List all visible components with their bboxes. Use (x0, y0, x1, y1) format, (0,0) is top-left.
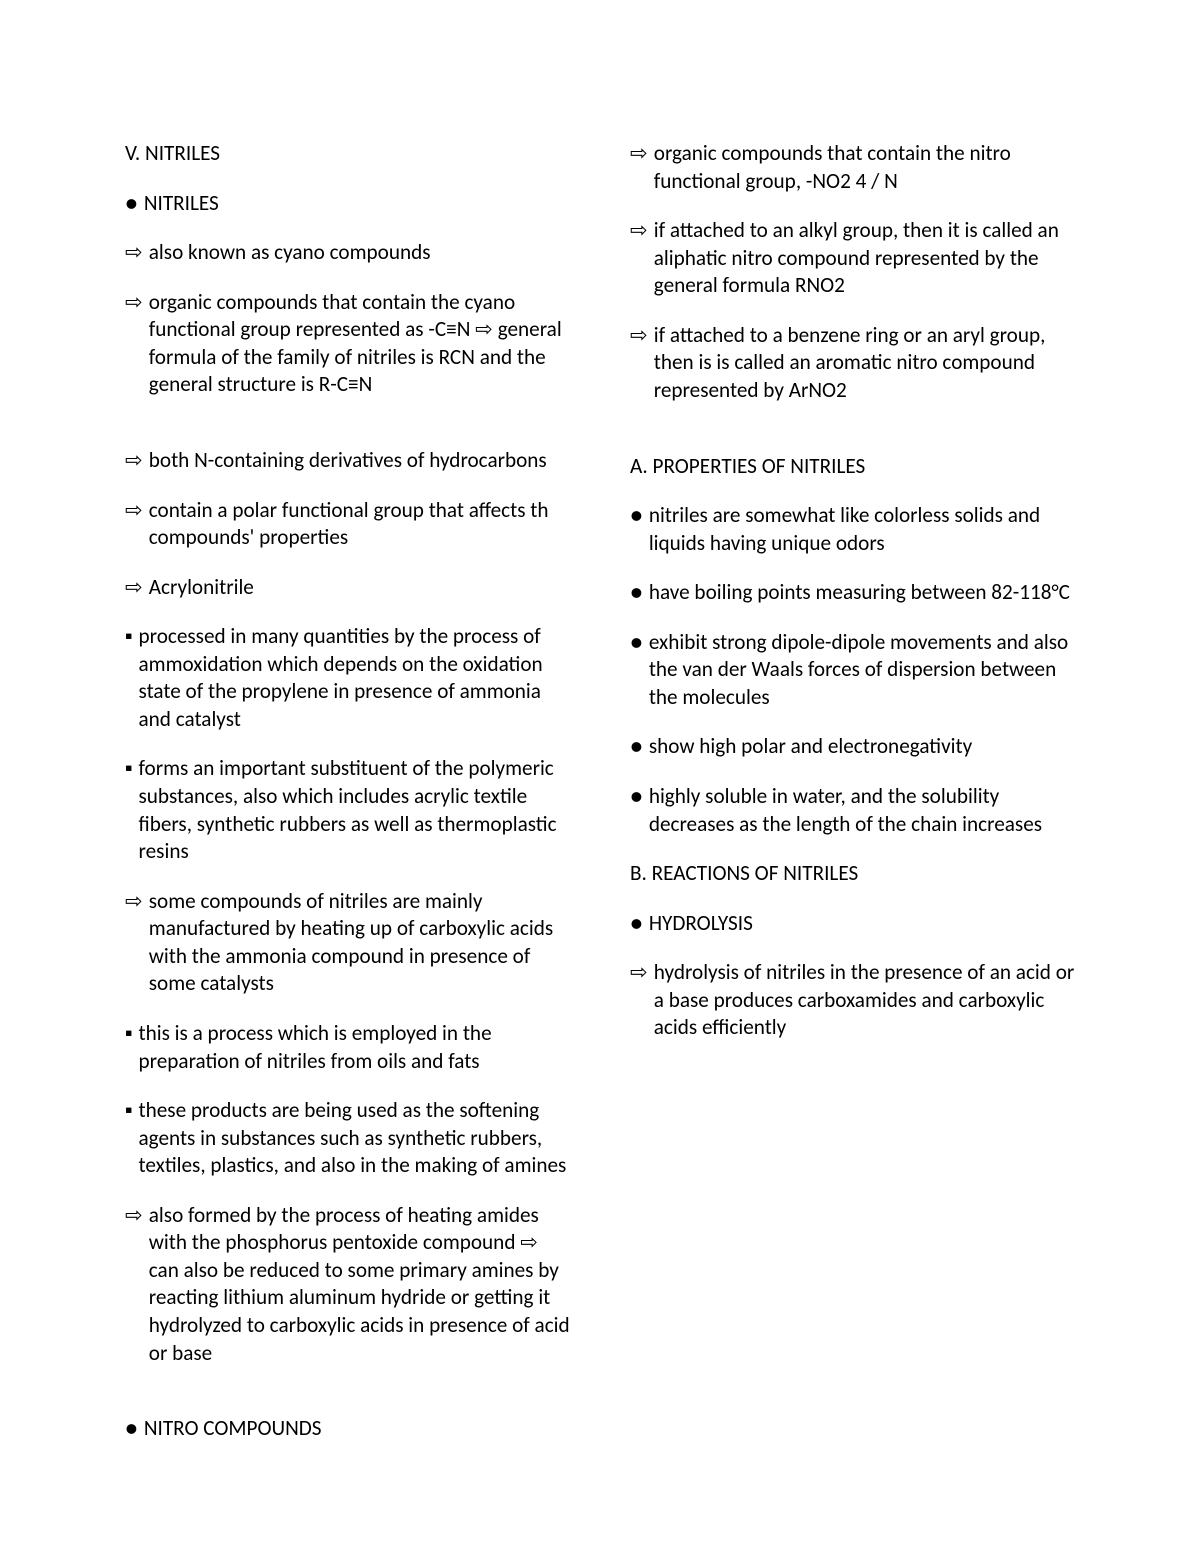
heading-text: V. NITRILES (125, 140, 220, 166)
arrow-item: ⇨ organic compounds that contain the nit… (630, 140, 1075, 195)
arrow-icon: ⇨ (125, 447, 143, 475)
subheading-text: B. REACTIONS OF NITRILES (630, 860, 858, 886)
arrow-item: ⇨ some compounds of nitriles are mainly … (125, 888, 570, 998)
arrow-icon: ⇨ (125, 574, 143, 602)
bullet-icon: ● (630, 579, 643, 607)
arrow-item: ⇨ if attached to an alkyl group, then it… (630, 217, 1075, 300)
bullet-text: highly soluble in water, and the solubil… (649, 783, 1075, 838)
arrow-item: ⇨ contain a polar functional group that … (125, 497, 570, 552)
arrow-icon: ⇨ (125, 289, 143, 399)
bullet-text: show high polar and electronegativity (649, 733, 972, 761)
arrow-item: ⇨ Acrylonitrile (125, 574, 570, 602)
bullet-icon: ● (630, 910, 643, 938)
square-text: processed in many quantities by the proc… (139, 623, 570, 733)
bullet-icon: ● (125, 1415, 138, 1443)
bullet-text: exhibit strong dipole-dipole movements a… (649, 629, 1075, 712)
bullet-item: ● highly soluble in water, and the solub… (630, 783, 1075, 838)
square-text: these products are being used as the sof… (139, 1097, 570, 1180)
square-icon: ▪ (125, 1097, 133, 1180)
arrow-icon: ⇨ (630, 959, 648, 1042)
spacer (125, 1389, 570, 1415)
arrow-icon: ⇨ (125, 497, 143, 552)
arrow-icon: ⇨ (125, 888, 143, 998)
heading-section: V. NITRILES (125, 140, 570, 168)
arrow-icon: ⇨ (125, 1202, 143, 1367)
bullet-item: ● NITRILES (125, 190, 570, 218)
arrow-text: contain a polar functional group that af… (149, 497, 570, 552)
arrow-text: both N-containing derivatives of hydroca… (149, 447, 547, 475)
arrow-item: ⇨ organic compounds that contain the cya… (125, 289, 570, 399)
subheading: B. REACTIONS OF NITRILES (630, 860, 1075, 888)
bullet-item: ● NITRO COMPOUNDS (125, 1415, 570, 1443)
arrow-icon: ⇨ (630, 140, 648, 195)
square-icon: ▪ (125, 755, 133, 865)
arrow-item: ⇨ hydrolysis of nitriles in the presence… (630, 959, 1075, 1042)
bullet-text: have boiling points measuring between 82… (649, 579, 1070, 607)
arrow-item: ⇨ also formed by the process of heating … (125, 1202, 570, 1367)
bullet-item: ● HYDROLYSIS (630, 910, 1075, 938)
bullet-icon: ● (630, 502, 643, 557)
bullet-text: HYDROLYSIS (649, 910, 753, 938)
subheading-text: A. PROPERTIES OF NITRILES (630, 453, 865, 479)
arrow-icon: ⇨ (630, 217, 648, 300)
arrow-item: ⇨ both N-containing derivatives of hydro… (125, 447, 570, 475)
arrow-text: Acrylonitrile (149, 574, 254, 602)
square-item: ▪ these products are being used as the s… (125, 1097, 570, 1180)
arrow-icon: ⇨ (630, 322, 648, 405)
square-item: ▪ this is a process which is employed in… (125, 1020, 570, 1075)
arrow-item: ⇨ if attached to a benzene ring or an ar… (630, 322, 1075, 405)
square-icon: ▪ (125, 623, 133, 733)
arrow-text: also known as cyano compounds (149, 239, 431, 267)
bullet-item: ● have boiling points measuring between … (630, 579, 1075, 607)
bullet-item: ● exhibit strong dipole-dipole movements… (630, 629, 1075, 712)
arrow-text: some compounds of nitriles are mainly ma… (149, 888, 570, 998)
subheading: A. PROPERTIES OF NITRILES (630, 453, 1075, 481)
bullet-text: nitriles are somewhat like colorless sol… (649, 502, 1075, 557)
square-icon: ▪ (125, 1020, 133, 1075)
bullet-icon: ● (630, 733, 643, 761)
square-text: this is a process which is employed in t… (139, 1020, 570, 1075)
bullet-item: ● nitriles are somewhat like colorless s… (630, 502, 1075, 557)
bullet-item: ● show high polar and electronegativity (630, 733, 1075, 761)
spacer (125, 421, 570, 447)
arrow-text: also formed by the process of heating am… (149, 1202, 570, 1367)
arrow-text: organic compounds that contain the cyano… (149, 289, 570, 399)
bullet-icon: ● (630, 783, 643, 838)
arrow-text: hydrolysis of nitriles in the presence o… (654, 959, 1075, 1042)
square-text: forms an important substituent of the po… (139, 755, 570, 865)
bullet-icon: ● (630, 629, 643, 712)
bullet-text: NITRILES (144, 190, 219, 218)
bullet-text: NITRO COMPOUNDS (144, 1415, 322, 1443)
arrow-text: if attached to an alkyl group, then it i… (654, 217, 1075, 300)
square-item: ▪ processed in many quantities by the pr… (125, 623, 570, 733)
arrow-icon: ⇨ (125, 239, 143, 267)
spacer (630, 427, 1075, 453)
arrow-text: if attached to a benzene ring or an aryl… (654, 322, 1075, 405)
arrow-item: ⇨ also known as cyano compounds (125, 239, 570, 267)
square-item: ▪ forms an important substituent of the … (125, 755, 570, 865)
document-page: V. NITRILES ● NITRILES ⇨ also known as c… (125, 140, 1075, 1485)
arrow-text: organic compounds that contain the nitro… (654, 140, 1075, 195)
bullet-icon: ● (125, 190, 138, 218)
